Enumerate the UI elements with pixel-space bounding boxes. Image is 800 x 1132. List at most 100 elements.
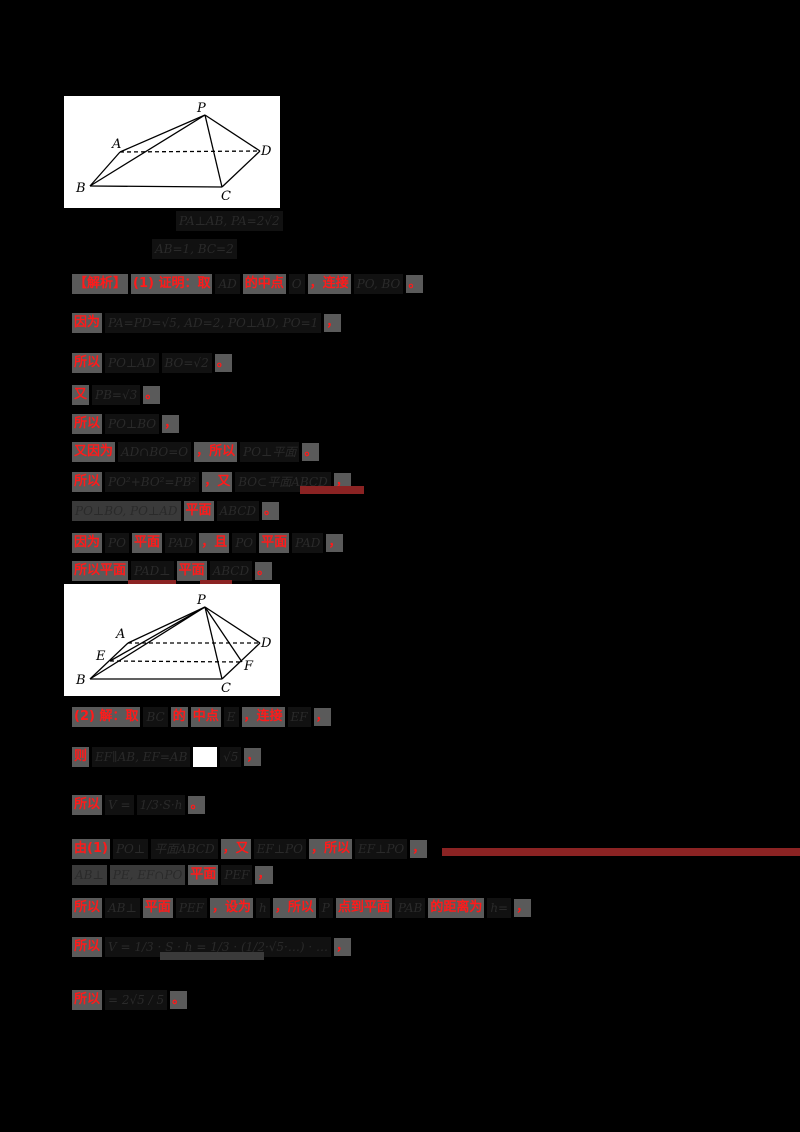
solution-line-2: 因为 PA=PD=√5, AD=2, PO⊥AD, PO=1 ， [72,312,342,334]
solution-line-4: 又 PB=√3 。 [72,384,161,406]
label-a: A [115,627,125,642]
math-expr: h= [487,898,512,918]
label-c: C [221,681,231,696]
keyword: 平面 [142,898,173,918]
math-expr: E [223,707,239,727]
keyword: 由(1) [72,839,110,859]
question-math-1: PA⊥AB, PA=2√2 [176,211,283,231]
math-expr: AB⊥ [105,898,140,918]
fraction-expr: 1/3·S·h [136,795,186,815]
underline-bar [300,486,364,494]
keyword: ，且 [199,533,230,553]
keyword: 因为 [72,313,103,333]
label-a: A [111,137,121,152]
punctuation: ， [324,314,342,332]
keyword: 的中点 [242,274,286,294]
math-expr: =1 [193,747,218,767]
solution-line-14: AB⊥ PE, EF∩PO 平面 PEF ， [72,864,273,886]
solution-line-3: 所以 PO⊥AD BO=√2 。 [72,352,232,374]
keyword: 所以 [72,898,103,918]
keyword: ，又 [202,472,233,492]
keyword: 所以 [72,990,103,1010]
keyword: 平面 [131,533,162,553]
keyword: ，所以 [194,442,238,462]
proof-start: (1) 证明：取 [131,274,213,294]
math-expr: PO [232,533,257,553]
final-answer: = 2√5 / 5 [105,990,168,1010]
keyword: ，所以 [308,839,352,859]
math-expr: 平面ABCD [151,839,218,859]
math-expr: EF⊥PO [354,839,408,859]
keyword: 所以 [72,353,103,373]
keyword: 平面 [183,501,214,521]
math-expr: PAD [164,533,197,553]
math-expr: BC [143,707,168,727]
keyword: 的 [170,707,188,727]
keyword: ，连接 [307,274,351,294]
punctuation: 。 [302,443,320,461]
solution-line-10: 所以平面 PAD⊥ 平面 ABCD 。 [72,560,273,582]
solution-line-13: 由(1) PO⊥ 平面ABCD ，又 EF⊥PO ，所以 EF⊥PO ， [72,838,428,860]
math-expr: PEF [175,898,207,918]
pyramid-figure-2: P A E B C F D [64,584,280,696]
math-expr: PO⊥ [112,839,149,859]
math-expr: PAD⊥ [131,561,174,581]
keyword: ，又 [220,839,251,859]
label-e: E [95,649,106,664]
punctuation: 。 [143,386,161,404]
math-expr: h [256,898,270,918]
keyword: 则 [72,747,90,767]
keyword: 所以 [72,795,103,815]
punctuation: 。 [262,502,280,520]
keyword: ，连接 [241,707,285,727]
solution-line-15: 所以 AB⊥ 平面 PEF ，设为 h ，所以 P 点到平面 PAB 的距离为 … [72,897,532,919]
keyword: 所以 [72,472,103,492]
solution-line-17: 所以 = 2√5 / 5 。 [72,989,188,1011]
label-d: D [260,636,272,651]
solution-line-8: PO⊥BO, PO⊥AD 平面 ABCD 。 [72,500,280,522]
punctuation: ， [410,840,428,858]
keyword: ，设为 [209,898,253,918]
math-expr: PO⊥平面 [240,442,300,462]
punctuation: 。 [188,796,206,814]
math-expr: ABCD [216,501,260,521]
punctuation: ， [326,534,344,552]
keyword: 所以平面 [72,561,129,581]
math-expr: PB=√3 [92,385,141,405]
label-d: D [260,144,272,159]
punctuation: ， [162,415,180,433]
solution-line-12: 所以 V = 1/3·S·h 。 [72,794,206,816]
math-expr: PEF [221,865,253,885]
math-expr: PO [105,533,129,553]
solution-line-6: 又因为 AD∩BO=O ，所以 PO⊥平面 。 [72,441,320,463]
math-expr: PA=PD=√5, AD=2, PO⊥AD, PO=1 [105,313,322,333]
keyword: 所以 [72,414,103,434]
keyword: 又因为 [72,442,116,462]
math-expr: BO=√2 [161,353,212,373]
keyword: 所以 [72,937,103,957]
math-expr: EF⊥PO [253,839,306,859]
pyramid-figure-1: P A B C D [64,96,280,208]
punctuation: 。 [170,991,188,1009]
pyramid-diagram: P A B C D [75,101,272,204]
keyword: 的距离为 [428,898,485,918]
label-p: P [196,101,206,116]
question-line-2: AB=1, BC=2 [152,238,237,260]
pyramid-diagram-with-ef: P A E B C F D [75,593,272,696]
math-expr: PO, BO [353,274,404,294]
math-expr: ABCD [209,561,253,581]
punctuation: ， [514,899,532,917]
math-expr: PAB [394,898,426,918]
punctuation: 。 [214,354,232,372]
part-2-label: (2) 解：取 [72,707,141,727]
math-expr: PO⊥AD [105,353,159,373]
label-b: B [75,673,86,688]
math-expr: AD∩BO=O [118,442,192,462]
punctuation: 。 [255,562,273,580]
underline-bar [442,848,800,856]
keyword: 平面 [188,865,219,885]
solution-part-2-heading: (2) 解：取 BC 的 中点 E ，连接 EF ， [72,706,331,728]
math-expr: AB⊥ [72,865,107,885]
solution-line-1: 【解析】 (1) 证明：取 AD 的中点 O ，连接 PO, BO 。 [72,273,424,295]
math-expr: PAD [292,533,324,553]
